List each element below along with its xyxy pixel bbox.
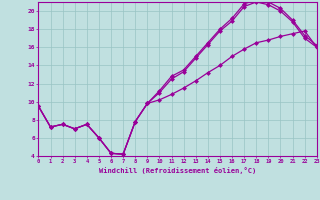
X-axis label: Windchill (Refroidissement éolien,°C): Windchill (Refroidissement éolien,°C) [99, 167, 256, 174]
